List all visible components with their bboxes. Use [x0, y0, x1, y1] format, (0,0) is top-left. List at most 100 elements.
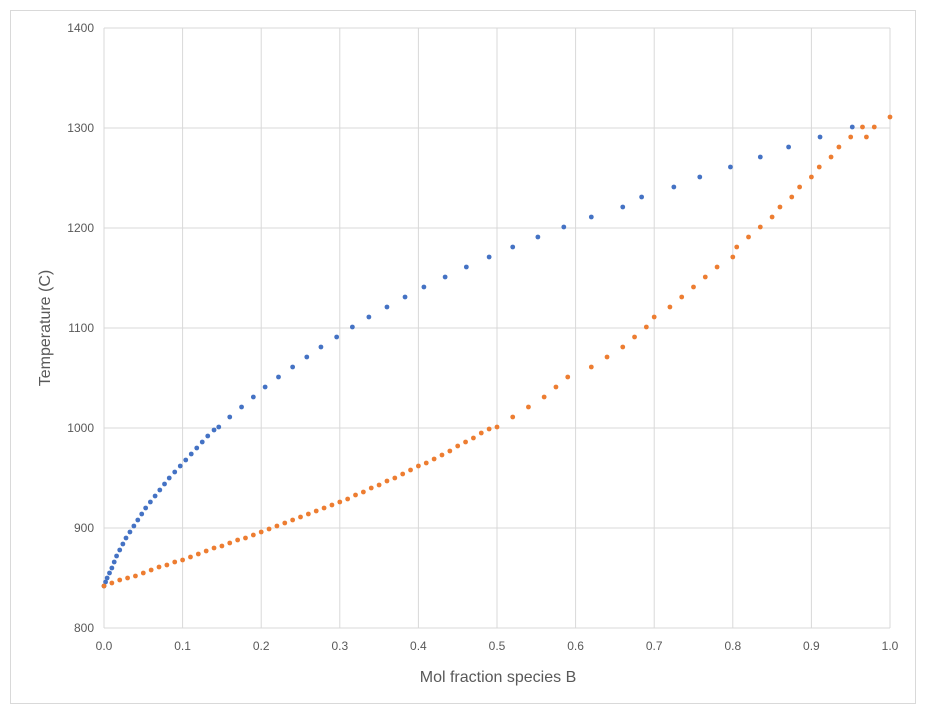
data-point — [329, 502, 335, 508]
data-point — [757, 224, 763, 230]
data-point — [143, 505, 149, 511]
data-point — [276, 374, 281, 380]
data-point — [671, 184, 677, 190]
data-point — [535, 234, 541, 240]
data-point — [702, 274, 708, 280]
data-point — [817, 134, 823, 140]
data-point — [195, 551, 201, 557]
data-point — [188, 451, 194, 457]
data-point — [156, 564, 162, 570]
x-tick-label: 0.6 — [567, 639, 584, 653]
data-point — [734, 244, 740, 250]
data-point — [180, 557, 186, 563]
data-point — [135, 517, 141, 523]
data-point — [871, 124, 877, 130]
y-axis-title: Temperature (C) — [37, 270, 54, 386]
data-point — [561, 224, 567, 230]
y-tick-label: 1000 — [67, 421, 94, 435]
data-point — [541, 394, 547, 400]
data-point — [384, 304, 390, 310]
data-point — [227, 414, 233, 420]
data-point — [304, 354, 310, 360]
data-point — [431, 456, 437, 462]
data-point — [243, 535, 248, 541]
data-point — [620, 344, 626, 350]
data-point — [219, 543, 225, 549]
data-point — [423, 460, 429, 466]
data-point — [714, 264, 720, 270]
data-point — [384, 478, 390, 484]
data-point — [107, 570, 112, 576]
data-point — [553, 384, 559, 390]
data-point — [789, 194, 795, 200]
data-point — [565, 374, 571, 380]
data-point — [651, 314, 657, 320]
data-point — [828, 154, 834, 160]
x-tick-label: 0.2 — [253, 639, 270, 653]
data-point — [177, 463, 183, 469]
data-point — [588, 364, 594, 370]
data-point — [337, 499, 343, 505]
data-point — [368, 485, 374, 491]
data-point — [478, 430, 484, 436]
data-point — [203, 548, 209, 554]
data-point — [109, 580, 115, 586]
data-point — [447, 448, 453, 454]
grid — [103, 27, 891, 629]
data-point — [250, 394, 256, 400]
data-point — [211, 427, 217, 433]
data-point — [632, 334, 637, 340]
data-point — [109, 565, 115, 571]
data-point — [290, 517, 296, 523]
data-point — [360, 489, 366, 495]
data-point — [455, 443, 461, 449]
data-point — [400, 471, 406, 477]
data-point — [139, 511, 145, 517]
data-point — [349, 324, 355, 330]
series-layer — [101, 114, 893, 589]
data-point — [816, 164, 822, 170]
data-point — [148, 567, 154, 573]
data-point — [728, 164, 733, 170]
data-point — [408, 467, 413, 473]
data-point — [494, 424, 500, 430]
data-point — [345, 496, 351, 502]
data-point — [769, 214, 775, 220]
data-point — [604, 354, 610, 360]
data-point — [836, 144, 842, 150]
data-point — [239, 404, 244, 410]
data-point — [486, 254, 492, 260]
data-point — [188, 554, 193, 560]
data-point — [172, 559, 178, 565]
data-point — [183, 457, 189, 463]
data-point — [111, 559, 117, 565]
data-point — [860, 124, 865, 130]
series-1 — [101, 124, 855, 589]
data-point — [162, 481, 167, 487]
data-point — [117, 577, 123, 583]
data-point — [133, 573, 138, 579]
data-point — [250, 532, 256, 538]
data-point — [849, 124, 855, 130]
x-axis-ticks: 0.0 0.1 0.2 0.3 0.4 0.5 0.6 0.7 0.8 0.9 1.0 — [96, 639, 899, 653]
data-point — [402, 294, 408, 300]
y-tick-label: 1200 — [67, 221, 94, 235]
data-point — [205, 433, 211, 439]
data-point — [117, 547, 123, 553]
data-point — [334, 334, 340, 340]
data-point — [746, 234, 751, 240]
y-tick-label: 900 — [74, 521, 94, 535]
x-tick-label: 0.5 — [489, 639, 506, 653]
data-point — [199, 439, 205, 445]
data-point — [697, 174, 703, 180]
data-point — [125, 575, 130, 581]
x-tick-label: 0.9 — [803, 639, 820, 653]
data-point — [282, 520, 288, 526]
data-point — [486, 426, 492, 432]
data-point — [235, 537, 241, 543]
data-point — [463, 439, 468, 445]
x-tick-label: 1.0 — [882, 639, 899, 653]
data-point — [786, 144, 792, 150]
data-point — [510, 244, 516, 250]
